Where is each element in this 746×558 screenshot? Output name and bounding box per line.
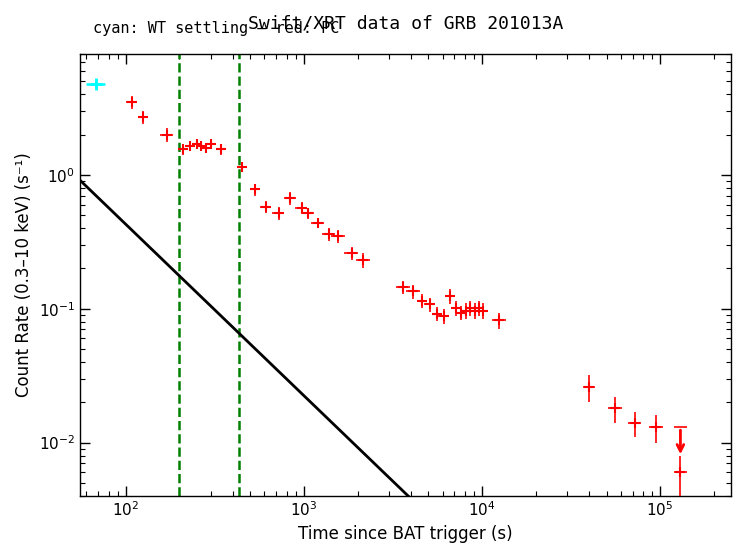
- Title: Swift/XRT data of GRB 201013A: Swift/XRT data of GRB 201013A: [248, 15, 563, 33]
- X-axis label: Time since BAT trigger (s): Time since BAT trigger (s): [298, 525, 513, 543]
- Text: cyan: WT settling – red: PC: cyan: WT settling – red: PC: [93, 21, 339, 36]
- Y-axis label: Count Rate (0.3–10 keV) (s⁻¹): Count Rate (0.3–10 keV) (s⁻¹): [15, 152, 33, 397]
